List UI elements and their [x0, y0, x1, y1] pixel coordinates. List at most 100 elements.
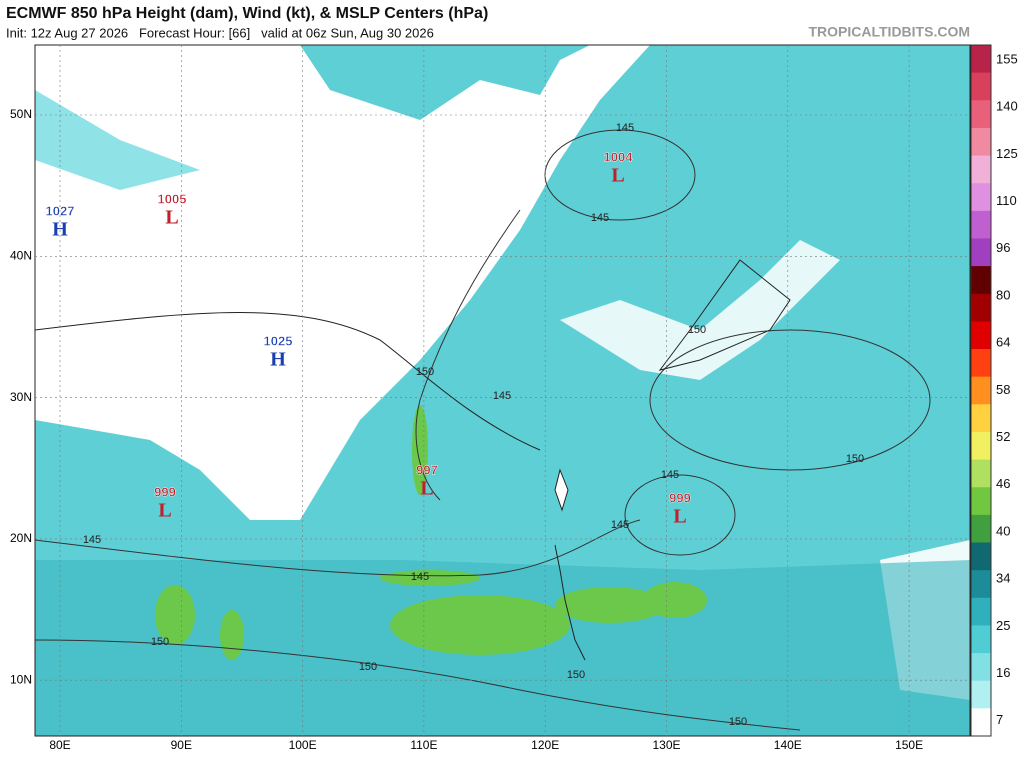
colorbar-swatch — [971, 542, 991, 571]
lon-label: 130E — [652, 738, 680, 752]
contour-label: 145 — [411, 571, 429, 583]
contour-label: 150 — [359, 661, 377, 673]
colorbar-label: 34 — [996, 571, 1010, 586]
colorbar-swatch — [971, 183, 991, 212]
contour-label: 150 — [846, 453, 864, 465]
colorbar-label: 110 — [996, 193, 1017, 208]
coastline — [554, 544, 586, 661]
colorbar-label: 25 — [996, 618, 1010, 633]
lon-label: 140E — [774, 738, 802, 752]
height-contour — [624, 474, 736, 556]
lat-label: 10N — [10, 672, 32, 686]
lat-label: 20N — [10, 531, 32, 545]
height-contour — [35, 639, 801, 731]
pressure-letter: L — [165, 207, 178, 229]
colorbar-swatch — [971, 266, 991, 295]
colorbar-swatch — [971, 680, 991, 709]
strong-wind — [643, 582, 707, 618]
pressure-value: 999 — [154, 484, 176, 499]
strong-wind — [390, 595, 570, 655]
brand: TROPICALTIDBITS.COM — [808, 24, 970, 40]
colorbar-swatch — [971, 459, 991, 488]
colorbar-label: 80 — [996, 287, 1010, 302]
colorbar-swatch — [971, 127, 991, 157]
colorbar-swatch — [971, 487, 991, 516]
map-frame — [34, 44, 971, 737]
subtitle: Init: 12z Aug 27 2026 Forecast Hour: [66… — [6, 25, 434, 40]
colorbar-label: 155 — [996, 51, 1018, 66]
pressure-value: 999 — [669, 490, 691, 505]
lat-label: 40N — [10, 248, 32, 262]
colorbar-label: 64 — [996, 335, 1010, 350]
strong-wind — [555, 587, 665, 623]
colorbar-swatch — [971, 597, 991, 626]
colorbar-swatch — [971, 570, 991, 599]
colorbar-label: 96 — [996, 240, 1010, 255]
lon-label: 150E — [895, 738, 923, 752]
height-contour — [649, 329, 931, 471]
colorbar: 155 140 125 110 96 80 64 58 52 46 40 34 25 16 7 — [970, 44, 1018, 737]
contour-label: 150 — [729, 716, 747, 728]
colorbar-frame — [970, 44, 992, 737]
colorbar-label: 16 — [996, 665, 1010, 680]
colorbar-swatch — [971, 238, 991, 267]
colorbar-swatch — [971, 404, 991, 433]
land-calm — [35, 45, 650, 520]
lon-label: 110E — [410, 738, 437, 752]
land-calm — [35, 200, 300, 300]
colorbar-swatch — [971, 100, 991, 129]
pressure-letter: L — [158, 500, 171, 522]
colorbar-swatch — [971, 155, 991, 184]
lat-label: 50N — [10, 107, 32, 121]
colorbar-swatch — [971, 625, 991, 654]
pressure-value: 997 — [416, 462, 438, 477]
strong-wind — [155, 585, 195, 645]
colorbar-label: 140 — [996, 99, 1018, 114]
colorbar-swatch — [971, 210, 991, 239]
colorbar-label: 125 — [996, 146, 1018, 161]
height-contour — [415, 209, 521, 501]
lon-label: 90E — [171, 738, 192, 752]
height-contour — [35, 519, 641, 577]
pressure-letter: L — [420, 478, 433, 500]
coastline — [658, 259, 791, 371]
colorbar-label: 58 — [996, 382, 1010, 397]
pressure-letter: H — [270, 349, 286, 371]
contour-label: 145 — [661, 469, 679, 481]
colorbar-swatch — [971, 72, 991, 101]
colorbar-swatch — [971, 45, 991, 74]
contour-label: 150 — [416, 366, 434, 378]
contour-label: 145 — [616, 122, 634, 134]
pressure-value: 1025 — [264, 333, 293, 348]
lon-label: 100E — [289, 738, 317, 752]
contour-label: 150 — [688, 324, 706, 336]
border — [35, 312, 541, 451]
colorbar-label: 46 — [996, 476, 1010, 491]
coastline — [554, 468, 569, 512]
pressure-value: 1004 — [604, 149, 634, 164]
strong-wind — [220, 610, 244, 660]
colorbar-label: 52 — [996, 429, 1010, 444]
colorbar-label: 40 — [996, 523, 1010, 538]
contour-label: 150 — [567, 669, 585, 681]
pressure-value: 1027 — [46, 203, 75, 218]
pressure-letter: L — [673, 506, 686, 528]
pressure-letter: H — [52, 219, 68, 241]
contour-label: 145 — [83, 534, 101, 546]
colorbar-label: 7 — [996, 712, 1003, 727]
lon-label: 120E — [531, 738, 559, 752]
lat-label: 30N — [10, 390, 32, 404]
calm-zone — [560, 240, 840, 380]
colorbar-swatch — [971, 376, 991, 405]
title: ECMWF 850 hPa Height (dam), Wind (kt), &… — [6, 5, 488, 22]
map-area — [35, 45, 970, 736]
contour-label: 145 — [493, 390, 511, 402]
contour-label: 145 — [591, 212, 609, 224]
colorbar-swatch — [971, 708, 991, 737]
colorbar-swatch — [971, 431, 991, 461]
colorbar-swatch — [971, 293, 991, 322]
colorbar-swatch — [971, 349, 991, 378]
lon-label: 80E — [49, 738, 70, 752]
